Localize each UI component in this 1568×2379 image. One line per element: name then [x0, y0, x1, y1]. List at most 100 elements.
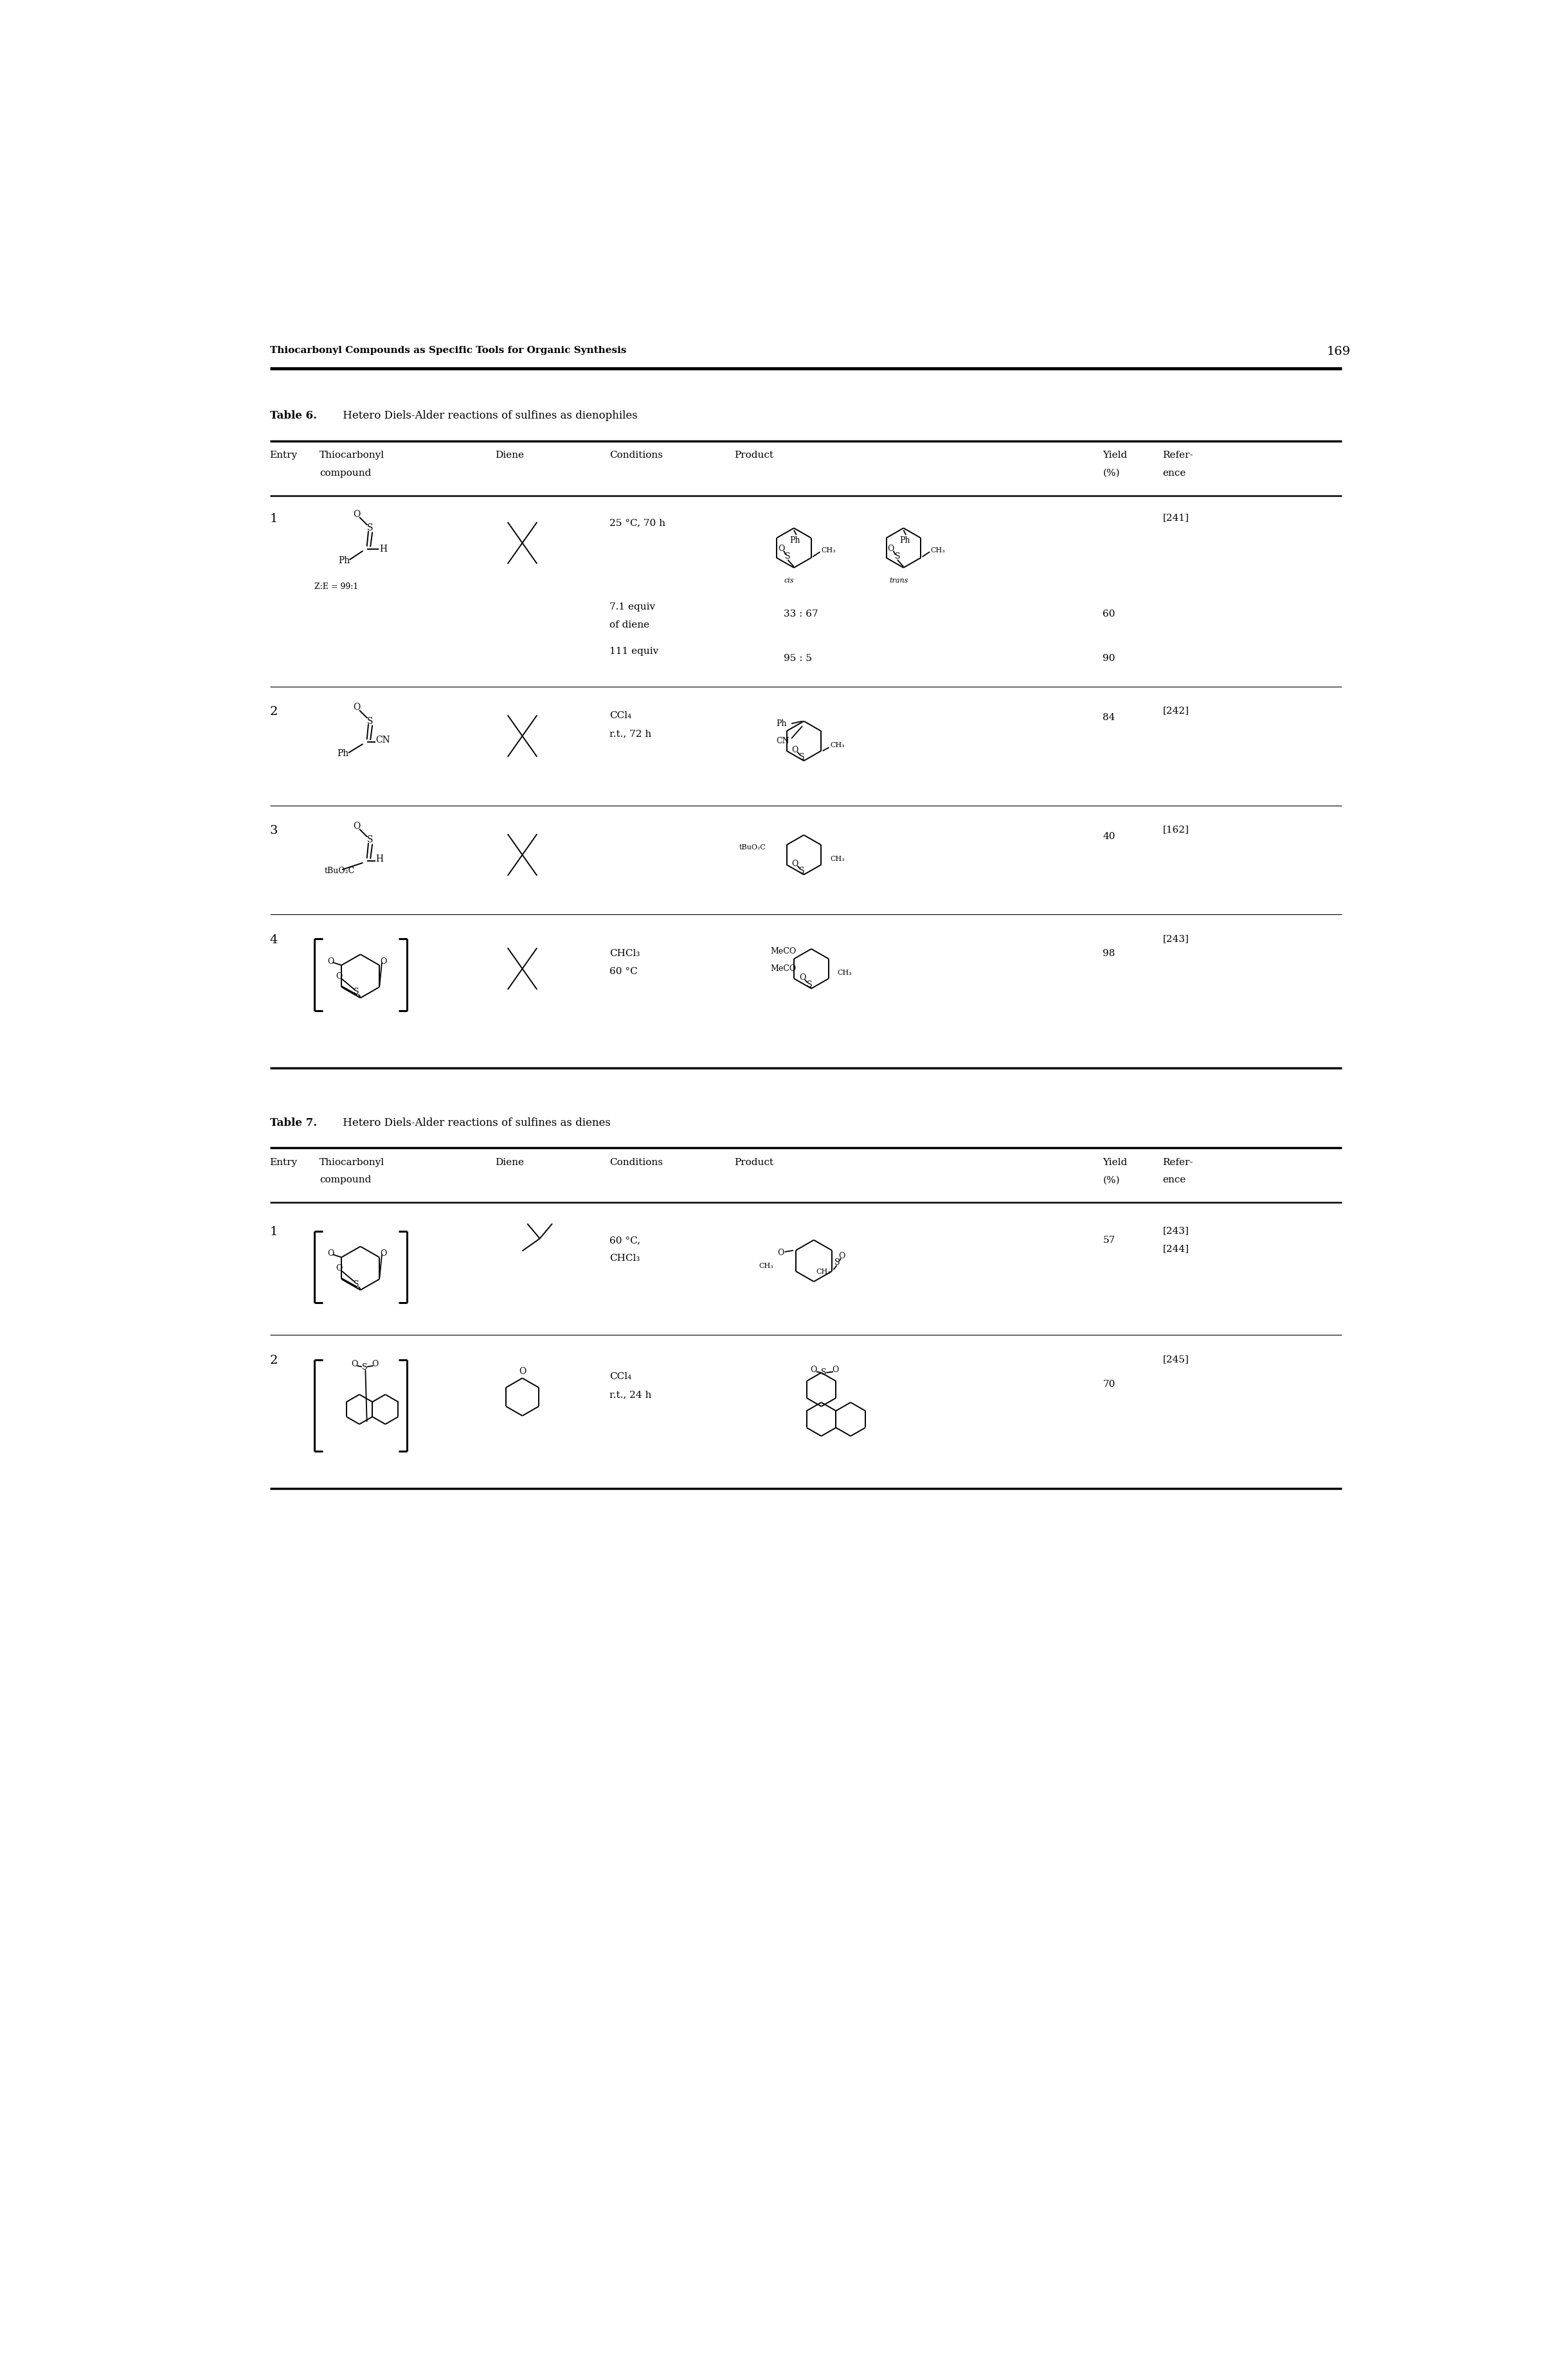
Text: O: O — [336, 1263, 342, 1273]
Text: CH₃: CH₃ — [829, 742, 845, 747]
Text: H: H — [375, 854, 383, 864]
Text: Product: Product — [734, 1159, 773, 1166]
Text: O: O — [372, 1361, 379, 1368]
Text: 70: 70 — [1102, 1380, 1115, 1389]
Text: [162]: [162] — [1162, 826, 1189, 835]
Text: trans: trans — [889, 578, 908, 583]
Text: [244]: [244] — [1162, 1244, 1189, 1254]
Text: O: O — [353, 509, 361, 519]
Text: Refer-: Refer- — [1162, 1159, 1193, 1166]
Text: Thiocarbonyl Compounds as Specific Tools for Organic Synthesis: Thiocarbonyl Compounds as Specific Tools… — [270, 345, 626, 354]
Text: O: O — [778, 545, 784, 552]
Text: compound: compound — [320, 1175, 372, 1185]
Text: cis: cis — [784, 578, 793, 583]
Text: Ph: Ph — [337, 749, 348, 759]
Text: of diene: of diene — [610, 621, 649, 628]
Text: Table 7.: Table 7. — [270, 1118, 317, 1128]
Text: S: S — [822, 1368, 826, 1377]
Text: Ph: Ph — [790, 535, 801, 545]
Text: CH₃: CH₃ — [817, 1268, 831, 1275]
Text: O: O — [839, 1251, 845, 1261]
Text: 57: 57 — [1102, 1237, 1115, 1244]
Text: O: O — [800, 973, 806, 983]
Text: Table 6.: Table 6. — [270, 409, 317, 421]
Text: CCl₄: CCl₄ — [610, 1373, 632, 1382]
Text: O: O — [353, 702, 361, 711]
Text: 4: 4 — [270, 935, 278, 944]
Text: S: S — [786, 552, 790, 561]
Text: 60 °C,: 60 °C, — [610, 1237, 640, 1244]
Text: 3: 3 — [270, 826, 278, 837]
Text: Diene: Diene — [495, 452, 524, 459]
Text: 25 °C, 70 h: 25 °C, 70 h — [610, 519, 665, 528]
Text: Entry: Entry — [270, 452, 298, 459]
Text: O: O — [379, 1249, 387, 1258]
Text: 1: 1 — [270, 1225, 278, 1237]
Text: 95 : 5: 95 : 5 — [784, 654, 812, 664]
Text: [243]: [243] — [1162, 935, 1189, 942]
Text: tBuO₂C: tBuO₂C — [739, 845, 767, 852]
Text: S: S — [367, 835, 373, 845]
Text: [241]: [241] — [1162, 514, 1189, 523]
Text: O: O — [792, 859, 798, 868]
Text: Product: Product — [734, 452, 773, 459]
Text: Hetero Diels-Alder reactions of sulfines as dienes: Hetero Diels-Alder reactions of sulfines… — [340, 1118, 610, 1128]
Text: Diene: Diene — [495, 1159, 524, 1166]
Text: [242]: [242] — [1162, 707, 1189, 716]
Text: O: O — [379, 956, 387, 966]
Text: [245]: [245] — [1162, 1356, 1189, 1363]
Text: (%): (%) — [1102, 1175, 1120, 1185]
Text: CH₃: CH₃ — [837, 971, 851, 975]
Text: 169: 169 — [1327, 345, 1352, 357]
Text: O: O — [833, 1366, 839, 1375]
Text: [243]: [243] — [1162, 1225, 1189, 1235]
Text: MeCO: MeCO — [770, 947, 797, 956]
Text: S: S — [895, 552, 900, 561]
Text: CH₃: CH₃ — [931, 547, 946, 554]
Text: Refer-: Refer- — [1162, 452, 1193, 459]
Text: O: O — [336, 973, 342, 980]
Text: S: S — [354, 1280, 359, 1289]
Text: S: S — [367, 523, 373, 533]
Text: CN: CN — [375, 735, 390, 745]
Text: 1: 1 — [270, 514, 278, 526]
Text: r.t., 72 h: r.t., 72 h — [610, 728, 651, 737]
Text: r.t., 24 h: r.t., 24 h — [610, 1389, 652, 1399]
Text: O: O — [351, 1361, 358, 1368]
Text: ence: ence — [1162, 469, 1185, 478]
Text: Conditions: Conditions — [610, 452, 663, 459]
Text: Z:E = 99:1: Z:E = 99:1 — [315, 583, 359, 590]
Text: 33 : 67: 33 : 67 — [784, 609, 818, 619]
Text: O: O — [328, 956, 334, 966]
Text: ence: ence — [1162, 1175, 1185, 1185]
Text: Ph: Ph — [339, 557, 350, 566]
Text: 60: 60 — [1102, 609, 1115, 619]
Text: CH₃: CH₃ — [822, 547, 836, 554]
Text: O: O — [887, 545, 894, 552]
Text: Ph: Ph — [776, 718, 787, 728]
Text: O: O — [353, 821, 361, 830]
Text: compound: compound — [320, 469, 372, 478]
Text: 111 equiv: 111 equiv — [610, 647, 659, 657]
Text: Hetero Diels-Alder reactions of sulfines as dienophiles: Hetero Diels-Alder reactions of sulfines… — [340, 409, 638, 421]
Text: 2: 2 — [270, 707, 278, 718]
Text: Conditions: Conditions — [610, 1159, 663, 1166]
Text: O: O — [792, 745, 798, 754]
Text: O: O — [519, 1366, 525, 1375]
Text: CN: CN — [776, 737, 790, 745]
Text: CH₃: CH₃ — [759, 1263, 773, 1270]
Text: 84: 84 — [1102, 714, 1115, 723]
Text: S: S — [834, 1258, 839, 1266]
Text: 7.1 equiv: 7.1 equiv — [610, 602, 655, 611]
Text: 60 °C: 60 °C — [610, 966, 638, 975]
Text: Yield: Yield — [1102, 1159, 1127, 1166]
Text: S: S — [800, 866, 804, 875]
Text: Thiocarbonyl: Thiocarbonyl — [320, 1159, 384, 1166]
Text: MeCO: MeCO — [770, 963, 797, 973]
Text: (%): (%) — [1102, 469, 1120, 478]
Text: 2: 2 — [270, 1356, 278, 1366]
Text: CH₃: CH₃ — [829, 856, 845, 861]
Text: O: O — [328, 1249, 334, 1258]
Text: Thiocarbonyl: Thiocarbonyl — [320, 452, 384, 459]
Text: CHCl₃: CHCl₃ — [610, 1254, 640, 1263]
